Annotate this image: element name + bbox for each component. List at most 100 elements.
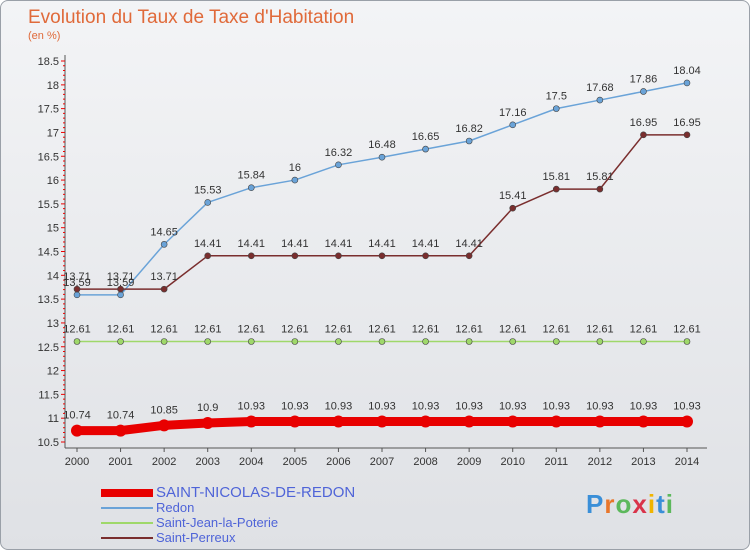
y-tick-label: 10.5 (38, 437, 59, 449)
legend-label-redon: Redon (156, 500, 195, 515)
data-label-saint-jean: 12.61 (63, 324, 91, 336)
data-point-saint-jean (204, 338, 212, 345)
data-point-saint-nicolas (637, 415, 650, 428)
data-label-saint-perreux: 14.41 (281, 238, 309, 250)
data-label-saint-nicolas: 10.93 (673, 401, 701, 413)
data-label-saint-nicolas: 10.93 (412, 401, 440, 413)
data-point-saint-perreux (509, 204, 517, 212)
y-tick-label: 15.5 (38, 199, 59, 211)
data-point-saint-nicolas (158, 419, 171, 432)
data-label-saint-nicolas: 10.93 (586, 401, 614, 413)
data-label-redon: 16.48 (368, 139, 396, 151)
data-point-redon (465, 137, 473, 145)
data-point-saint-perreux (247, 252, 255, 260)
x-tick-label: 2000 (65, 456, 89, 468)
y-tick-label: 16.5 (38, 151, 59, 163)
data-point-redon (160, 241, 168, 248)
data-label-redon: 16 (289, 162, 301, 174)
data-point-redon (291, 176, 299, 184)
data-label-saint-perreux: 13.71 (63, 271, 91, 283)
chart-title: Evolution du Taux de Taxe d'Habitation (28, 7, 355, 28)
data-label-saint-nicolas: 10.93 (630, 401, 658, 413)
legend-label-saint-jean: Saint-Jean-la-Poterie (156, 515, 279, 530)
data-label-saint-perreux: 13.71 (150, 271, 178, 283)
data-label-saint-perreux: 16.95 (673, 117, 701, 129)
data-point-saint-perreux (73, 285, 81, 293)
data-point-redon (73, 291, 81, 299)
data-point-saint-perreux (160, 285, 168, 293)
data-point-saint-jean (378, 338, 386, 345)
y-tick-label: 12.5 (38, 342, 59, 354)
data-label-saint-jean: 12.61 (673, 324, 701, 336)
data-label-saint-perreux: 15.41 (499, 190, 527, 202)
data-point-saint-jean (465, 338, 473, 345)
data-label-saint-jean: 12.61 (194, 324, 222, 336)
data-point-redon (117, 291, 124, 299)
data-point-saint-nicolas (288, 415, 301, 428)
data-label-saint-perreux: 14.41 (368, 238, 396, 250)
data-point-redon (640, 88, 647, 95)
data-label-saint-perreux: 14.41 (194, 238, 222, 250)
data-point-saint-jean (596, 338, 604, 345)
data-label-saint-jean: 12.61 (412, 324, 440, 336)
data-label-saint-nicolas: 10.74 (107, 410, 135, 422)
data-label-saint-jean: 12.61 (325, 324, 353, 336)
data-point-saint-perreux (683, 131, 691, 139)
data-point-saint-nicolas (114, 424, 127, 437)
data-label-redon: 17.5 (546, 91, 567, 103)
data-point-redon (422, 145, 429, 153)
y-tick-label: 15 (47, 223, 59, 235)
data-label-saint-nicolas: 10.93 (543, 401, 571, 413)
data-point-redon (596, 96, 604, 104)
data-point-saint-jean (73, 338, 81, 345)
data-point-saint-perreux (204, 252, 212, 260)
data-point-saint-jean (247, 338, 255, 345)
data-point-saint-perreux (378, 252, 386, 260)
data-point-redon (552, 105, 560, 112)
legend-label-saint-nicolas: SAINT-NICOLAS-DE-REDON (156, 484, 356, 501)
data-point-saint-perreux (422, 252, 429, 260)
data-point-saint-nicolas (593, 415, 606, 428)
data-point-saint-nicolas (71, 424, 83, 437)
data-label-redon: 17.16 (499, 107, 527, 119)
legend-swatch-redon (101, 507, 153, 509)
data-point-saint-perreux (596, 185, 604, 193)
data-point-saint-jean (160, 338, 168, 345)
data-label-saint-nicolas: 10.93 (368, 401, 396, 413)
data-label-redon: 13.59 (107, 277, 135, 289)
y-tick-label: 17 (47, 127, 59, 139)
data-label-saint-perreux: 14.41 (238, 238, 266, 250)
data-point-redon (378, 153, 386, 161)
data-label-saint-nicolas: 10.9 (197, 402, 218, 414)
data-label-saint-nicolas: 10.93 (238, 401, 266, 413)
data-label-redon: 13.59 (63, 277, 91, 289)
data-point-saint-perreux (465, 252, 473, 260)
y-tick-label: 16 (47, 175, 59, 187)
data-point-saint-perreux (291, 252, 299, 260)
x-tick-label: 2010 (500, 456, 524, 468)
data-point-saint-perreux (552, 185, 560, 193)
data-point-redon (683, 79, 691, 87)
y-tick-label: 18.5 (38, 56, 59, 68)
x-tick-label: 2006 (326, 456, 350, 468)
data-point-saint-jean (422, 338, 429, 345)
data-point-saint-perreux (640, 131, 647, 139)
data-point-redon (204, 199, 212, 206)
legend-swatch-saint-nicolas (101, 489, 153, 497)
proxiti-logo-icon: Proxiti (586, 489, 674, 519)
data-point-saint-perreux (335, 252, 342, 260)
data-label-saint-jean: 12.61 (368, 324, 396, 336)
data-label-saint-perreux: 15.81 (543, 171, 571, 183)
data-label-saint-perreux: 14.41 (412, 238, 440, 250)
data-label-saint-nicolas: 10.93 (281, 401, 309, 413)
data-point-redon (509, 121, 517, 129)
x-tick-label: 2008 (413, 456, 437, 468)
data-label-saint-nicolas: 10.74 (63, 410, 91, 422)
data-point-saint-nicolas (550, 415, 563, 428)
data-label-redon: 15.53 (194, 184, 222, 196)
legend-label-saint-perreux: Saint-Perreux (156, 530, 236, 545)
y-tick-label: 11.5 (38, 389, 59, 401)
x-tick-label: 2001 (108, 456, 132, 468)
data-label-saint-jean: 12.61 (543, 324, 571, 336)
